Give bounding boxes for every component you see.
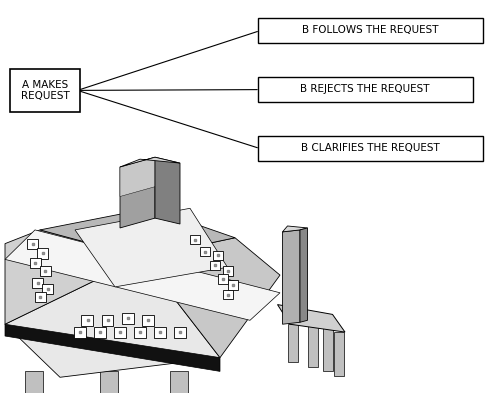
Polygon shape <box>278 305 345 332</box>
Polygon shape <box>40 208 235 257</box>
FancyBboxPatch shape <box>102 315 114 326</box>
Polygon shape <box>5 324 220 371</box>
FancyBboxPatch shape <box>218 274 228 284</box>
FancyBboxPatch shape <box>94 327 106 338</box>
Polygon shape <box>322 327 332 371</box>
FancyBboxPatch shape <box>122 313 134 324</box>
FancyBboxPatch shape <box>212 251 222 260</box>
Polygon shape <box>288 324 298 362</box>
Polygon shape <box>5 230 142 324</box>
FancyBboxPatch shape <box>27 239 38 249</box>
FancyBboxPatch shape <box>37 248 48 259</box>
Polygon shape <box>25 371 42 393</box>
Polygon shape <box>170 371 188 393</box>
FancyBboxPatch shape <box>142 315 154 326</box>
Polygon shape <box>120 157 180 167</box>
FancyBboxPatch shape <box>134 327 146 338</box>
Polygon shape <box>5 257 220 377</box>
FancyBboxPatch shape <box>258 136 482 161</box>
FancyBboxPatch shape <box>34 292 46 302</box>
Polygon shape <box>334 332 344 376</box>
FancyBboxPatch shape <box>222 266 232 276</box>
FancyBboxPatch shape <box>258 18 482 43</box>
Text: B CLARIFIES THE REQUEST: B CLARIFIES THE REQUEST <box>300 143 440 153</box>
Polygon shape <box>75 208 228 287</box>
Polygon shape <box>282 226 308 232</box>
Polygon shape <box>155 157 180 224</box>
FancyBboxPatch shape <box>174 327 186 338</box>
Polygon shape <box>142 238 280 358</box>
FancyBboxPatch shape <box>74 327 86 338</box>
FancyBboxPatch shape <box>190 235 200 244</box>
Polygon shape <box>300 228 308 322</box>
FancyBboxPatch shape <box>42 284 53 294</box>
Polygon shape <box>5 230 280 320</box>
Polygon shape <box>120 157 155 228</box>
FancyBboxPatch shape <box>200 247 210 256</box>
FancyBboxPatch shape <box>114 327 126 338</box>
FancyBboxPatch shape <box>10 69 80 112</box>
FancyBboxPatch shape <box>30 258 40 268</box>
FancyBboxPatch shape <box>210 261 220 270</box>
FancyBboxPatch shape <box>154 327 166 338</box>
Polygon shape <box>308 324 318 367</box>
Polygon shape <box>100 371 117 393</box>
FancyBboxPatch shape <box>228 280 237 290</box>
FancyBboxPatch shape <box>40 266 50 276</box>
Text: A MAKES
REQUEST: A MAKES REQUEST <box>20 80 70 101</box>
Text: B FOLLOWS THE REQUEST: B FOLLOWS THE REQUEST <box>302 26 438 35</box>
FancyBboxPatch shape <box>32 278 43 288</box>
FancyBboxPatch shape <box>82 315 94 326</box>
Text: B REJECTS THE REQUEST: B REJECTS THE REQUEST <box>300 84 430 94</box>
FancyBboxPatch shape <box>222 290 232 299</box>
Polygon shape <box>282 230 300 324</box>
FancyBboxPatch shape <box>258 77 472 102</box>
Polygon shape <box>120 157 155 196</box>
